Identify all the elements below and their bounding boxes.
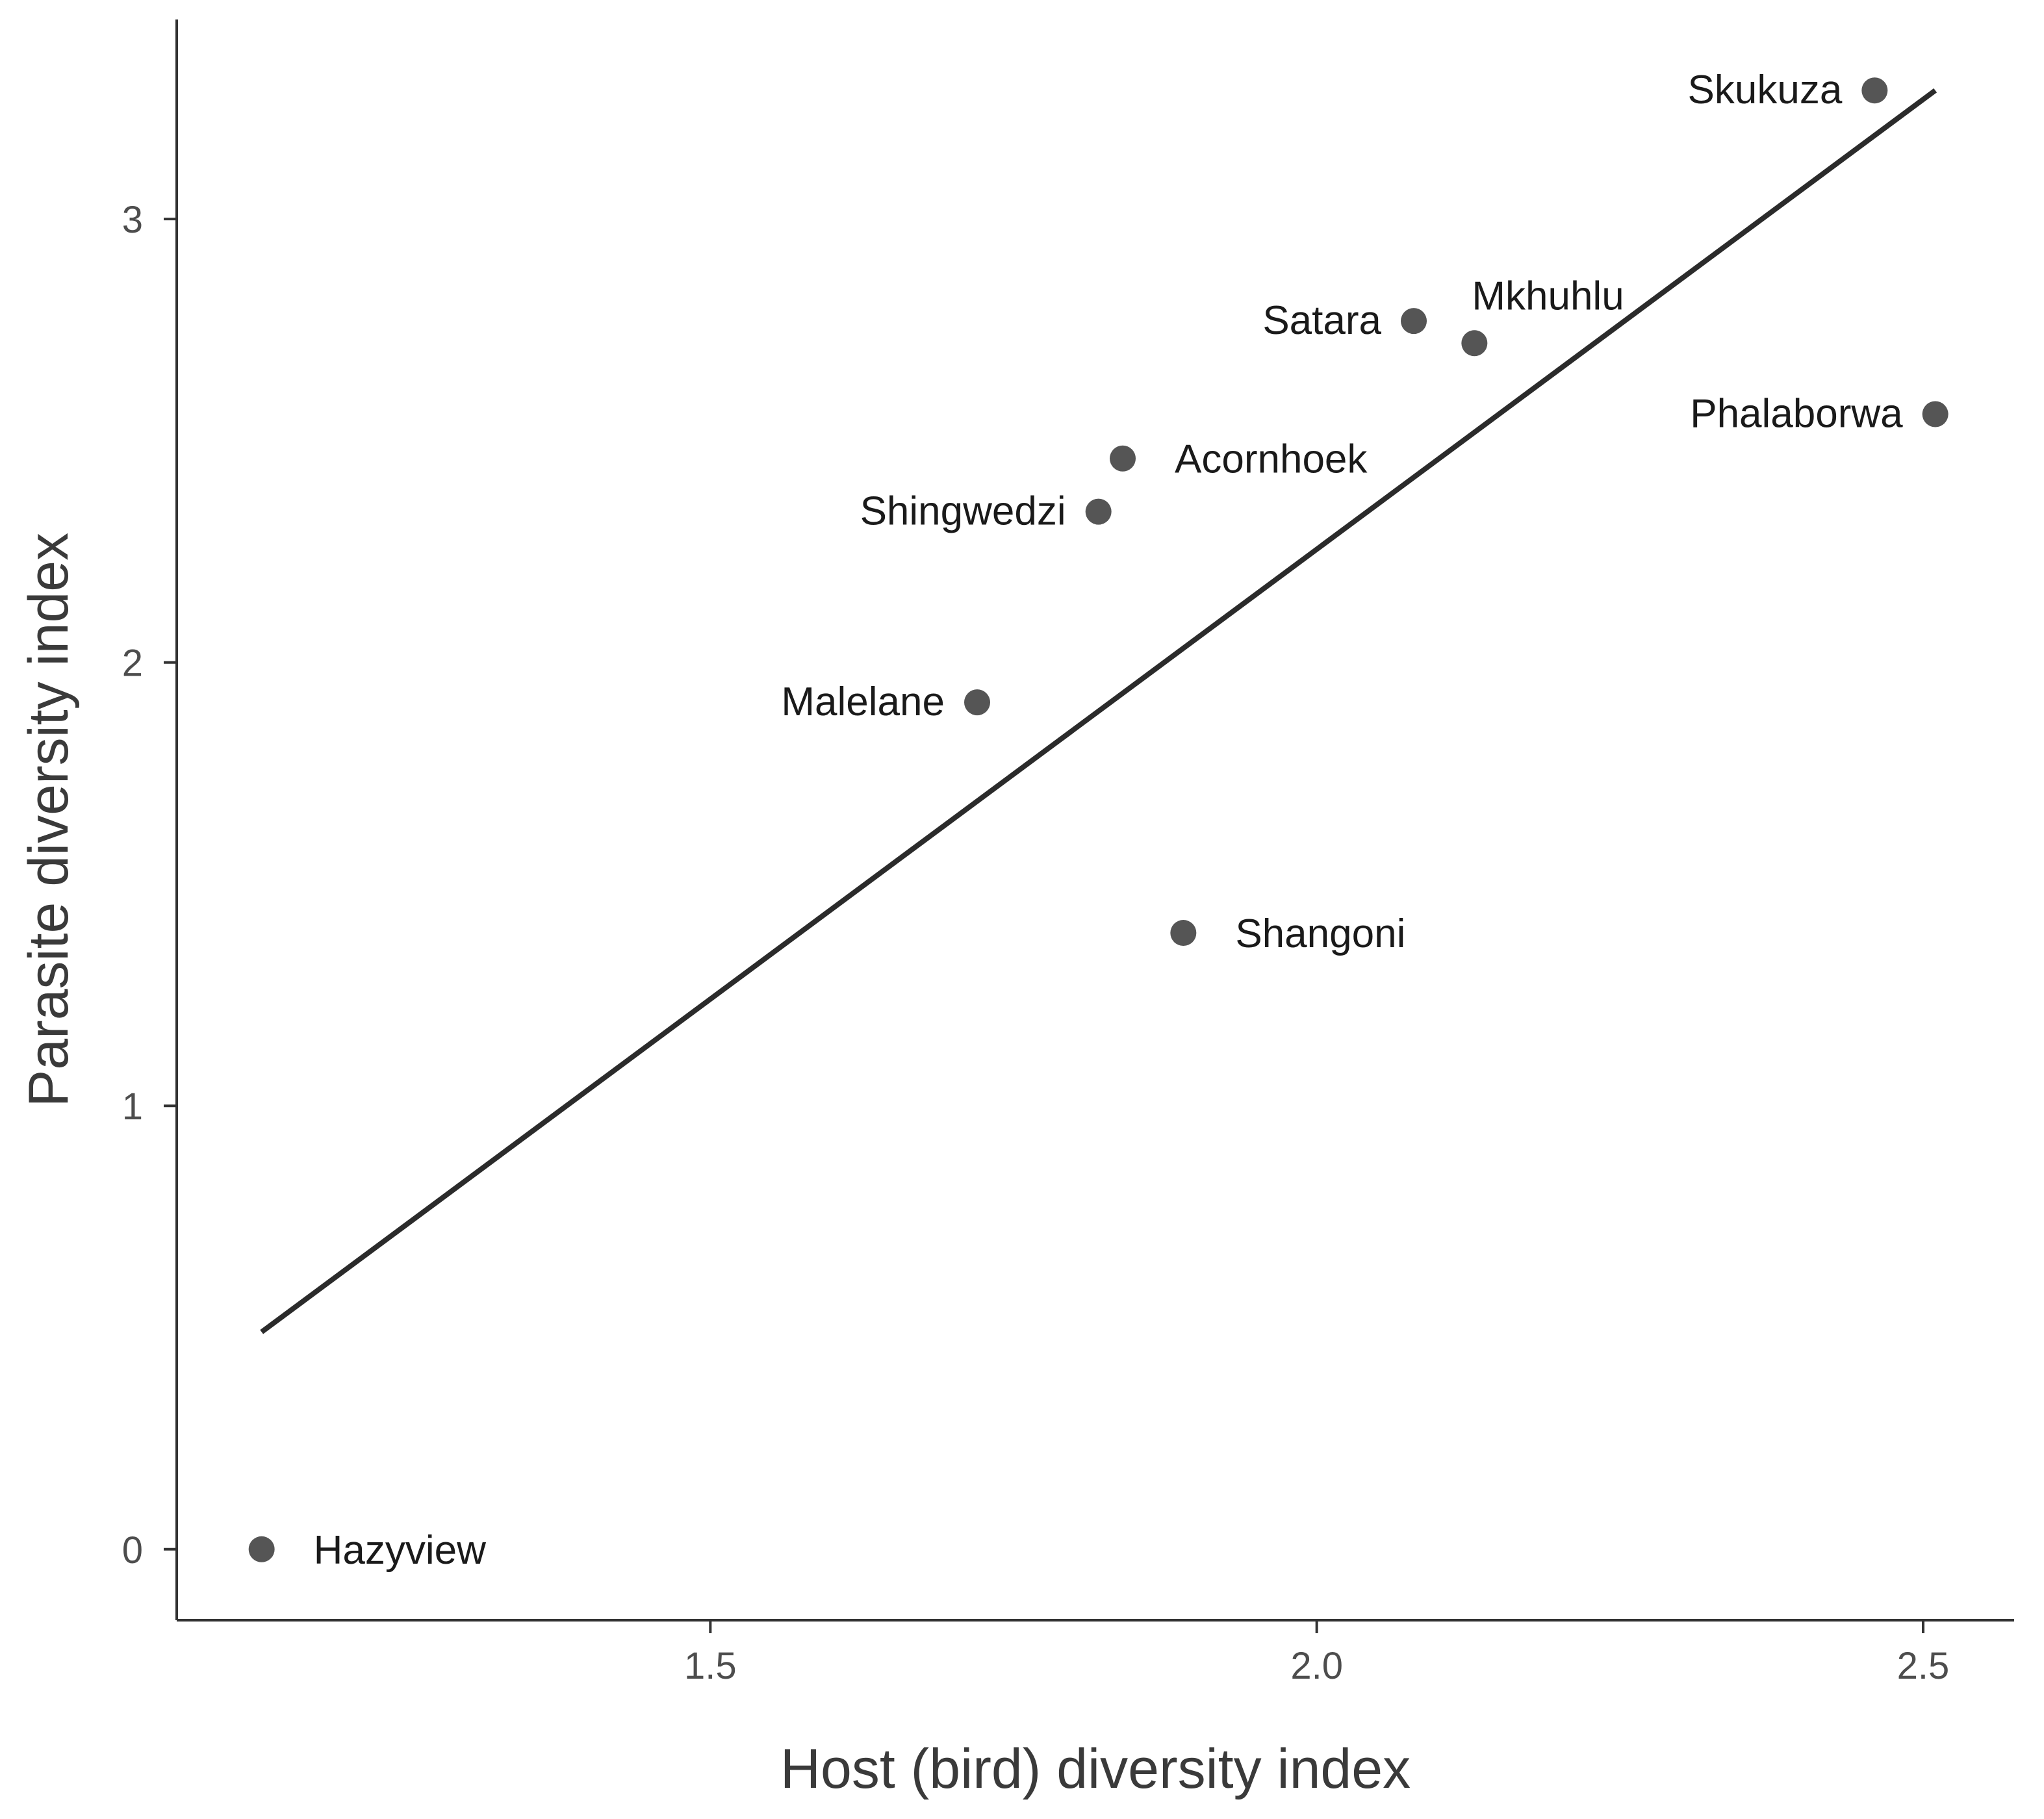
y-tick-label: 0: [122, 1529, 143, 1571]
data-points: [248, 77, 1948, 1562]
point-label: Shingwedzi: [860, 489, 1066, 534]
point-label: Satara: [1262, 298, 1381, 343]
data-point: [1922, 401, 1948, 427]
data-point: [964, 689, 990, 716]
point-label: Skukuza: [1688, 68, 1843, 112]
point-labels: Hazyview Malelane Shingwedzi Acornhoek Shang…: [314, 68, 1904, 1573]
x-axis-title: Host (bird) diversity index: [780, 1738, 1411, 1800]
x-tick-label: 1.5: [684, 1645, 737, 1687]
axes: [175, 19, 2014, 1622]
x-ticks: 1.5 2.0 2.5: [684, 1620, 1949, 1687]
y-axis-title: Parasite diversity index: [18, 533, 80, 1107]
point-label: Mkhuhlu: [1472, 273, 1624, 318]
y-tick-label: 1: [122, 1086, 143, 1128]
point-label: Shangoni: [1235, 911, 1405, 956]
point-label: Hazyview: [314, 1528, 487, 1573]
data-point: [248, 1536, 275, 1562]
x-tick-label: 2.0: [1290, 1645, 1343, 1687]
data-point: [1461, 330, 1488, 357]
y-ticks: 0 1 2 3: [122, 199, 177, 1571]
data-point: [1401, 308, 1427, 335]
y-tick-label: 2: [122, 642, 143, 685]
data-point: [1085, 498, 1112, 525]
point-label: Malelane: [781, 680, 945, 724]
data-point: [1861, 77, 1888, 104]
data-point: [1170, 920, 1197, 947]
data-point: [1110, 445, 1136, 472]
x-tick-label: 2.5: [1897, 1645, 1950, 1687]
regression-line: [260, 88, 1937, 1334]
y-tick-label: 3: [122, 199, 143, 241]
point-label: Acornhoek: [1175, 437, 1368, 482]
point-label: Phalaborwa: [1690, 391, 1903, 436]
